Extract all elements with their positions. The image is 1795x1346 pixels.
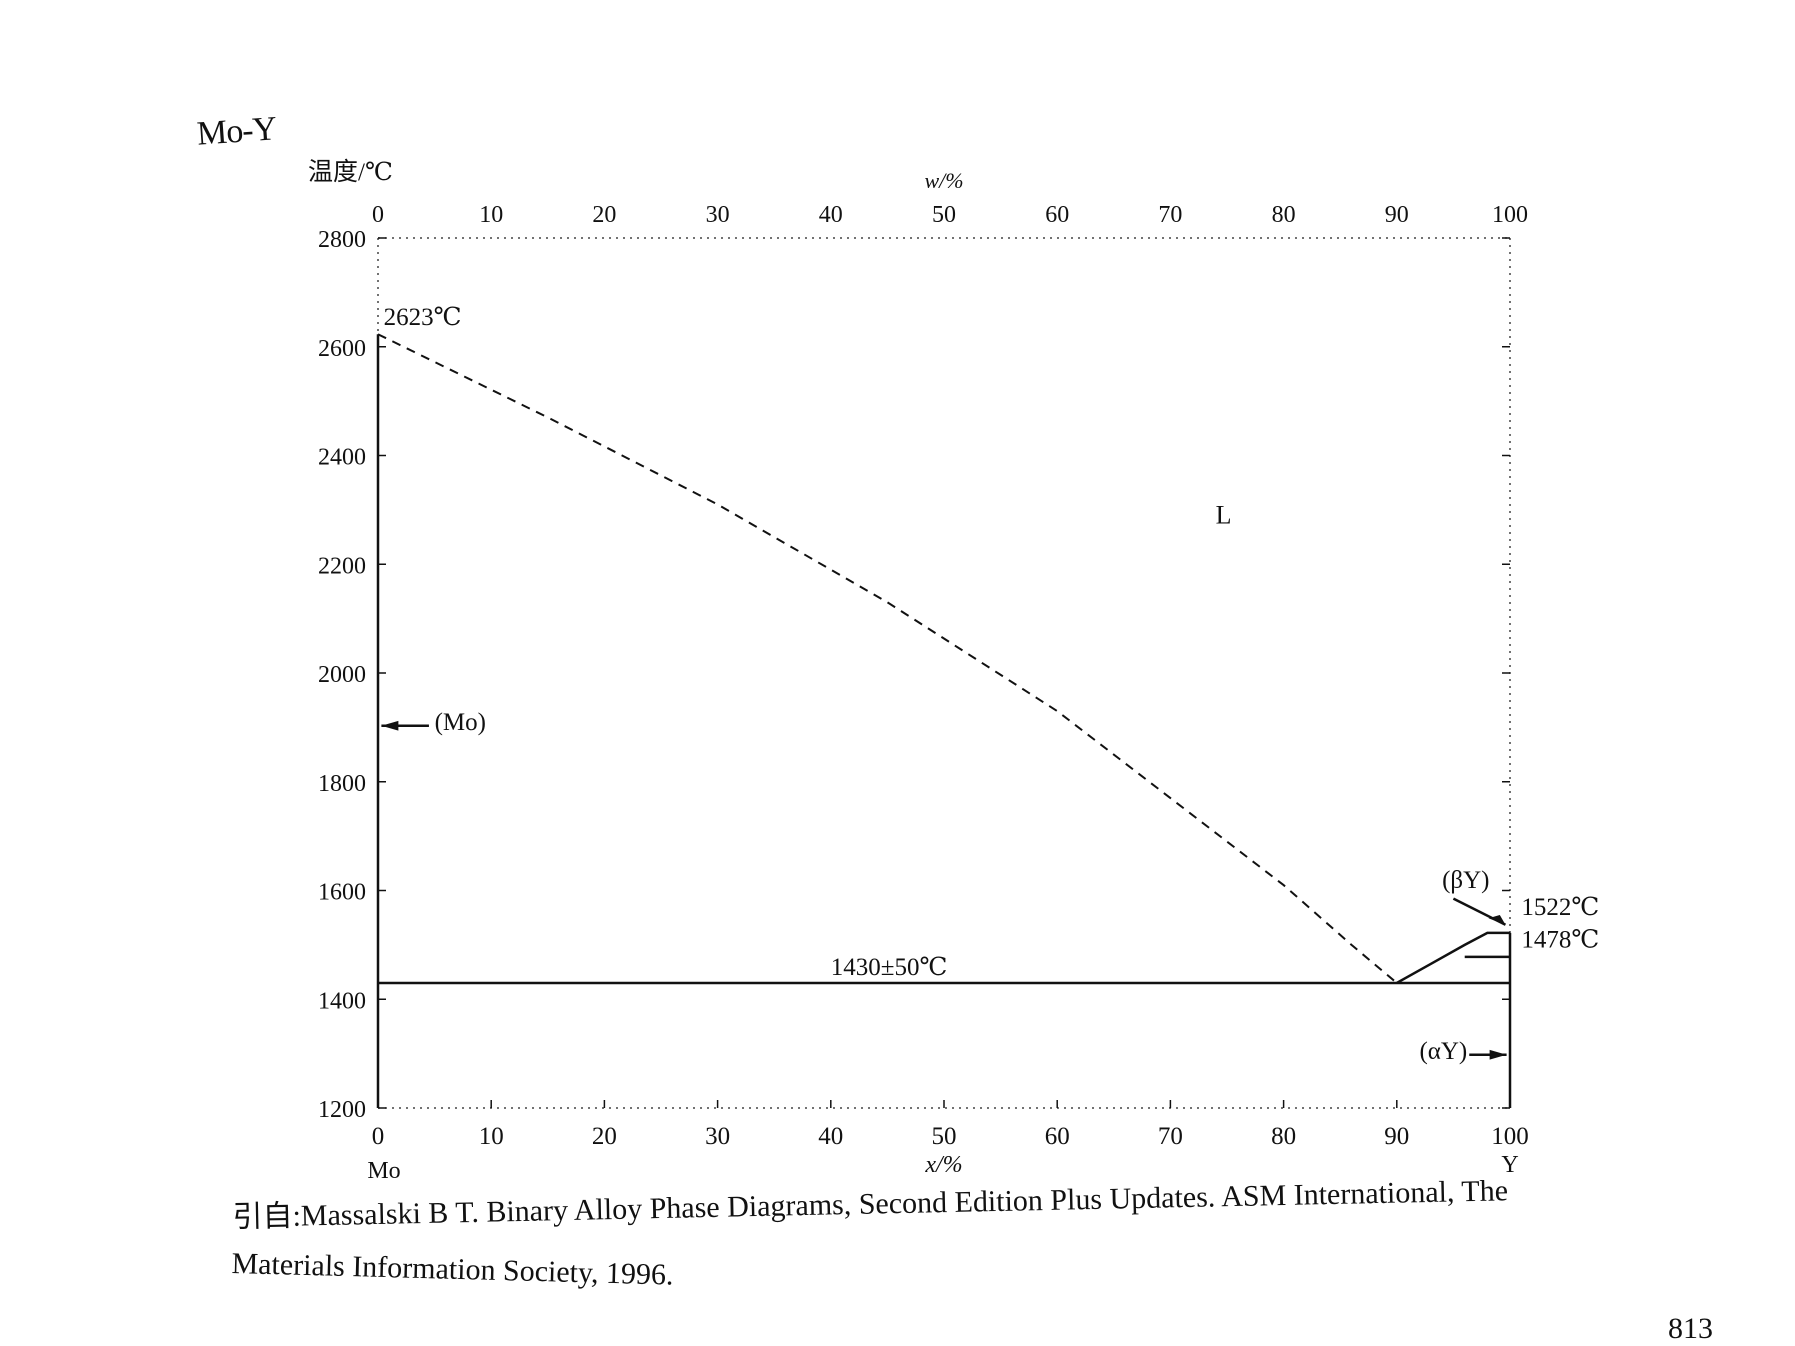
annotation-0: 2623℃ bbox=[384, 304, 462, 331]
top-tick-label-5: 50 bbox=[932, 202, 956, 228]
y-tick-label-6: 2400 bbox=[318, 445, 366, 471]
annotation-2: (Mo) bbox=[435, 709, 486, 736]
y-tick-label-7: 2600 bbox=[318, 336, 366, 362]
x-tick-label-10: 100 bbox=[1491, 1123, 1529, 1150]
y-tick-label-2: 1600 bbox=[318, 880, 366, 906]
alpha-arrow-head bbox=[1489, 1049, 1507, 1060]
page-number: 813 bbox=[1668, 1312, 1713, 1345]
x-tick-label-3: 30 bbox=[705, 1123, 730, 1150]
y-axis-label: 温度/℃ bbox=[308, 158, 393, 186]
top-axis-label: w/% bbox=[924, 168, 963, 193]
x-tick-label-1: 10 bbox=[479, 1123, 504, 1150]
x-axis-label: x/% bbox=[924, 1152, 962, 1178]
x-tick-label-5: 50 bbox=[932, 1123, 957, 1150]
beta-arrow-head bbox=[1488, 914, 1506, 925]
x-tick-label-6: 60 bbox=[1045, 1123, 1070, 1150]
left-element-label: Mo bbox=[367, 1158, 400, 1184]
right-element-label: Y bbox=[1501, 1152, 1518, 1178]
annotation-4: (βY) bbox=[1442, 867, 1489, 894]
top-tick-label-2: 20 bbox=[592, 202, 616, 228]
annotation-6: 1478℃ bbox=[1521, 927, 1599, 954]
x-tick-label-8: 80 bbox=[1271, 1123, 1296, 1150]
top-tick-label-1: 10 bbox=[479, 202, 503, 228]
phase-boundary-0 bbox=[377, 333, 1398, 984]
x-tick-label-4: 40 bbox=[818, 1123, 843, 1150]
y-tick-label-5: 2200 bbox=[318, 553, 366, 579]
x-tick-label-9: 90 bbox=[1384, 1123, 1409, 1150]
x-tick-label-0: 0 bbox=[372, 1123, 385, 1150]
top-tick-label-7: 70 bbox=[1158, 202, 1182, 228]
top-tick-label-6: 60 bbox=[1045, 202, 1069, 228]
y-tick-label-8: 2800 bbox=[318, 227, 366, 253]
annotation-7: (αY) bbox=[1419, 1038, 1467, 1065]
y-tick-label-0: 1200 bbox=[318, 1097, 366, 1123]
x-tick-label-2: 20 bbox=[592, 1123, 617, 1150]
top-tick-label-3: 30 bbox=[706, 202, 730, 228]
annotation-5: 1522℃ bbox=[1521, 894, 1599, 921]
top-tick-label-0: 0 bbox=[372, 202, 384, 228]
y-tick-label-4: 2000 bbox=[318, 662, 366, 688]
y-tick-label-1: 1400 bbox=[318, 988, 366, 1014]
annotation-1: L bbox=[1216, 500, 1232, 529]
phase-boundary-4 bbox=[1396, 931, 1510, 985]
mo-arrow-head bbox=[381, 720, 399, 731]
annotation-3: 1430±50℃ bbox=[831, 954, 948, 981]
top-tick-label-10: 100 bbox=[1492, 202, 1528, 228]
top-tick-label-8: 80 bbox=[1272, 202, 1296, 228]
top-tick-label-9: 90 bbox=[1385, 202, 1409, 228]
x-tick-label-7: 70 bbox=[1158, 1123, 1183, 1150]
top-tick-label-4: 40 bbox=[819, 202, 843, 228]
y-tick-label-3: 1800 bbox=[318, 771, 366, 797]
